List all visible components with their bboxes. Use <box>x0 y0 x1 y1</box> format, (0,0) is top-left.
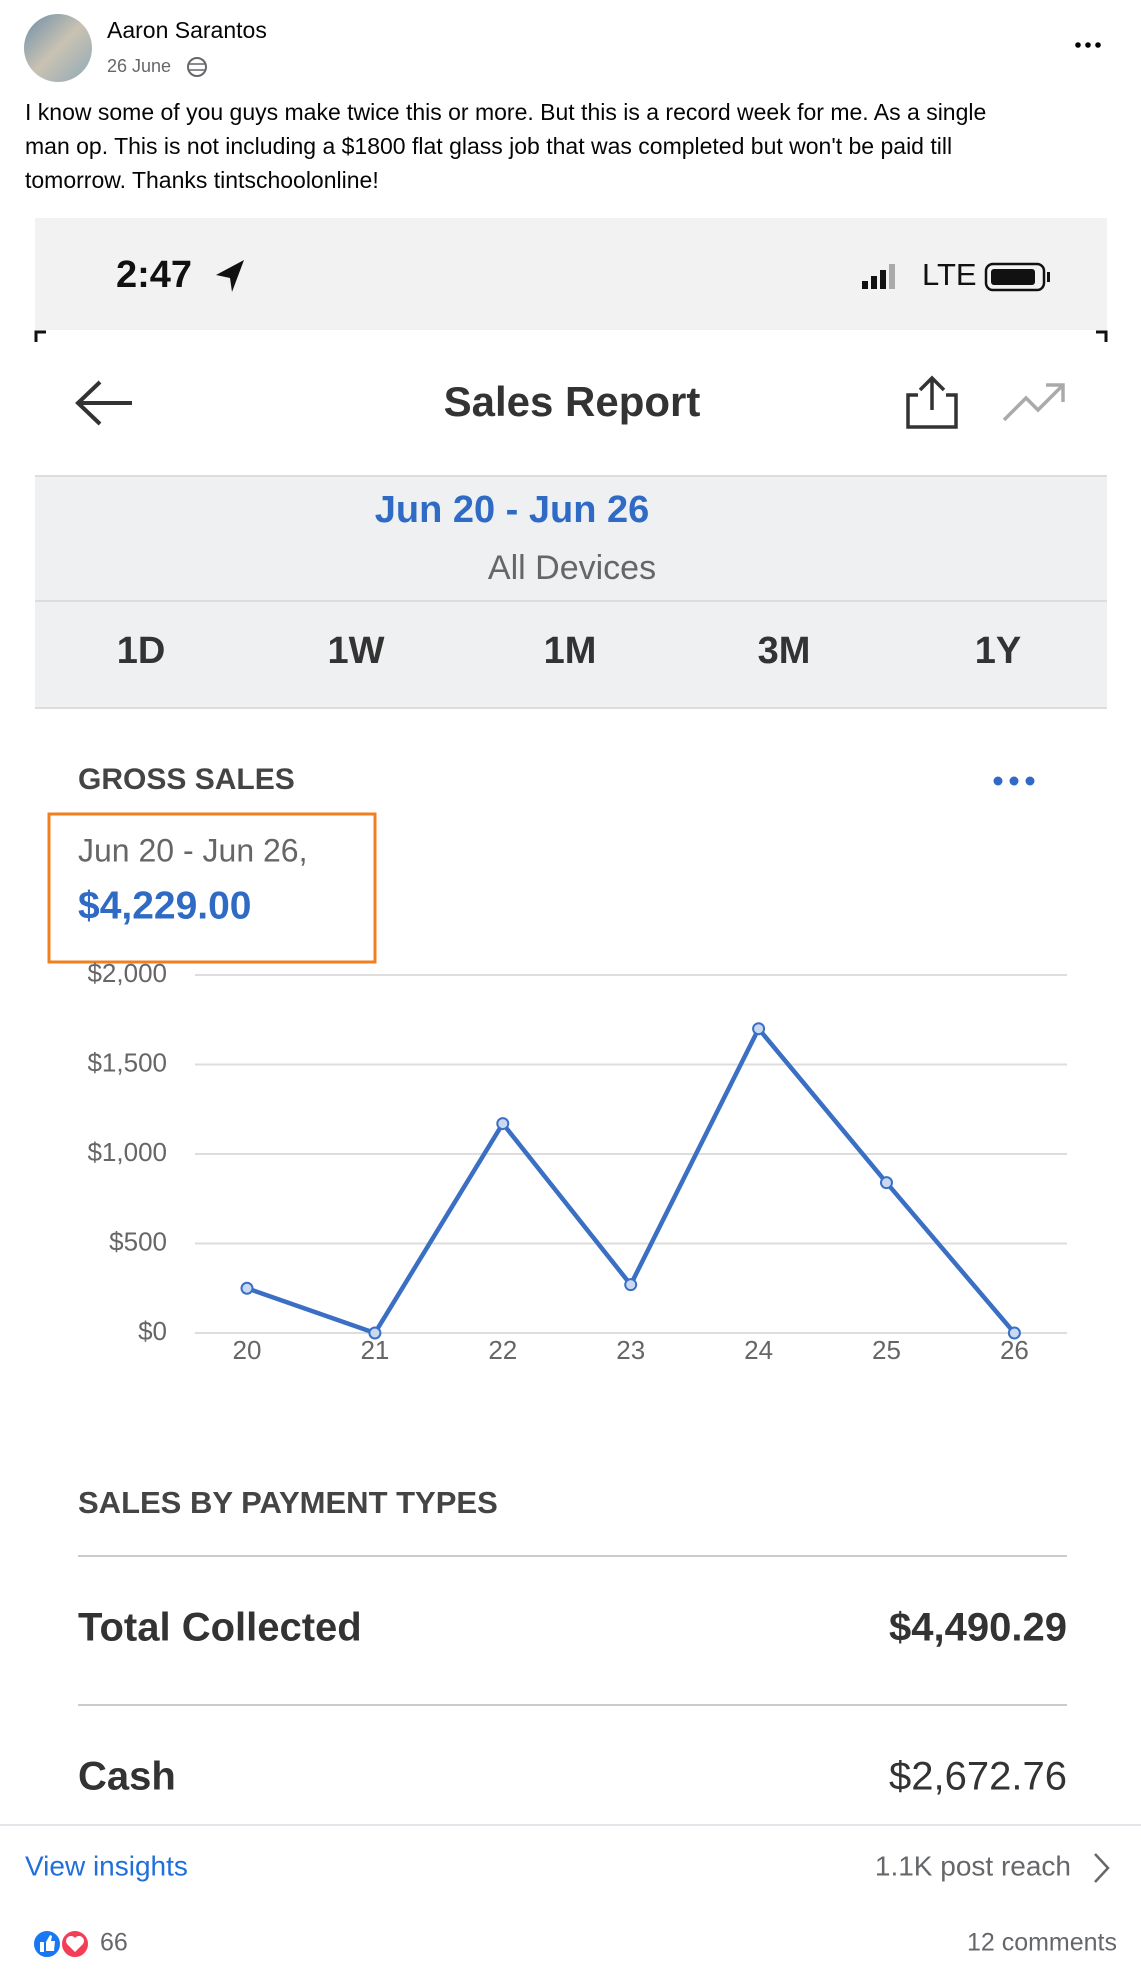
back-button[interactable] <box>75 380 132 426</box>
data-point <box>240 1281 254 1295</box>
x-tick-label: 24 <box>744 1335 773 1365</box>
y-tick-label: $500 <box>109 1226 167 1256</box>
view-insights[interactable]: View insights <box>25 1850 188 1881</box>
x-tick-label: 26 <box>1000 1335 1029 1365</box>
range-tab[interactable]: 3M <box>758 630 811 672</box>
reaction-count[interactable]: 66 <box>100 1929 128 1957</box>
y-tick-label: $1,000 <box>87 1137 167 1167</box>
post-text: I know some of you guys make twice this … <box>25 99 986 125</box>
highlight-box <box>47 812 377 964</box>
data-point <box>880 1176 893 1190</box>
more-options[interactable] <box>1075 42 1101 48</box>
range-tab[interactable]: 1M <box>544 630 597 672</box>
author-name[interactable]: Aaron Sarantos <box>107 17 267 43</box>
status-time: 2:47 <box>116 254 192 296</box>
data-point <box>1007 1326 1021 1340</box>
range-tab[interactable]: 1Y <box>975 630 1021 672</box>
date-band <box>35 476 1107 601</box>
post-date[interactable]: 26 June <box>107 56 171 76</box>
comment-count[interactable]: 12 comments <box>967 1929 1117 1957</box>
x-tick-label: 23 <box>616 1335 645 1365</box>
avatar[interactable] <box>24 14 92 82</box>
x-tick-label: 25 <box>872 1335 901 1365</box>
post-reach[interactable]: 1.1K post reach <box>875 1850 1071 1881</box>
chart-total: $4,229.00 <box>78 884 252 927</box>
audience-icon <box>187 57 207 77</box>
chevron <box>1094 1853 1110 1883</box>
signal-icon <box>862 264 895 289</box>
device-filter[interactable]: All Devices <box>488 549 656 587</box>
y-tick-label: $1,500 <box>87 1047 167 1077</box>
chart-subtitle: Jun 20 - Jun 26, <box>78 832 307 868</box>
chart-title: GROSS SALES <box>78 763 295 796</box>
plot: $0 $500 $1,000 $1,500 $2,000 20 21 22 23 24 25 26 <box>87 958 1067 1365</box>
x-tick-label: 22 <box>488 1335 517 1365</box>
range-tab[interactable]: 1D <box>117 630 166 672</box>
payment-label: Total Collected <box>78 1606 362 1650</box>
status-bar <box>35 218 1107 330</box>
section-title: SALES BY PAYMENT TYPES <box>78 1485 498 1520</box>
post-text: man op. This is not including a $1800 fl… <box>25 133 952 159</box>
location-icon <box>216 260 244 292</box>
payment-amount: $4,490.29 <box>889 1606 1067 1650</box>
date-range[interactable]: Jun 20 - Jun 26 <box>375 489 650 531</box>
corner <box>34 330 46 342</box>
chart-menu[interactable] <box>993 776 1035 786</box>
reaction-icons[interactable] <box>32 1929 90 1959</box>
corner <box>1096 330 1108 342</box>
battery-icon <box>984 262 1050 292</box>
trend-button[interactable] <box>1002 383 1065 422</box>
data-point <box>752 1022 766 1036</box>
range-tab[interactable]: 1W <box>328 630 385 672</box>
y-tick-label: $0 <box>138 1316 167 1346</box>
data-point <box>368 1326 382 1340</box>
y-tick-label: $2,000 <box>87 958 167 988</box>
share-button[interactable] <box>906 375 958 429</box>
payment-label: Cash <box>78 1755 176 1799</box>
x-tick-label: 20 <box>233 1335 262 1365</box>
payment-amount: $2,672.76 <box>889 1755 1067 1799</box>
screen-title: Sales Report <box>444 378 701 425</box>
data-point <box>624 1278 638 1292</box>
network-label: LTE <box>922 257 977 292</box>
post-text: tomorrow. Thanks tintschoolonline! <box>25 167 379 193</box>
tab-bar <box>35 601 1107 708</box>
x-tick-label: 21 <box>360 1335 389 1365</box>
data-point <box>496 1117 510 1131</box>
